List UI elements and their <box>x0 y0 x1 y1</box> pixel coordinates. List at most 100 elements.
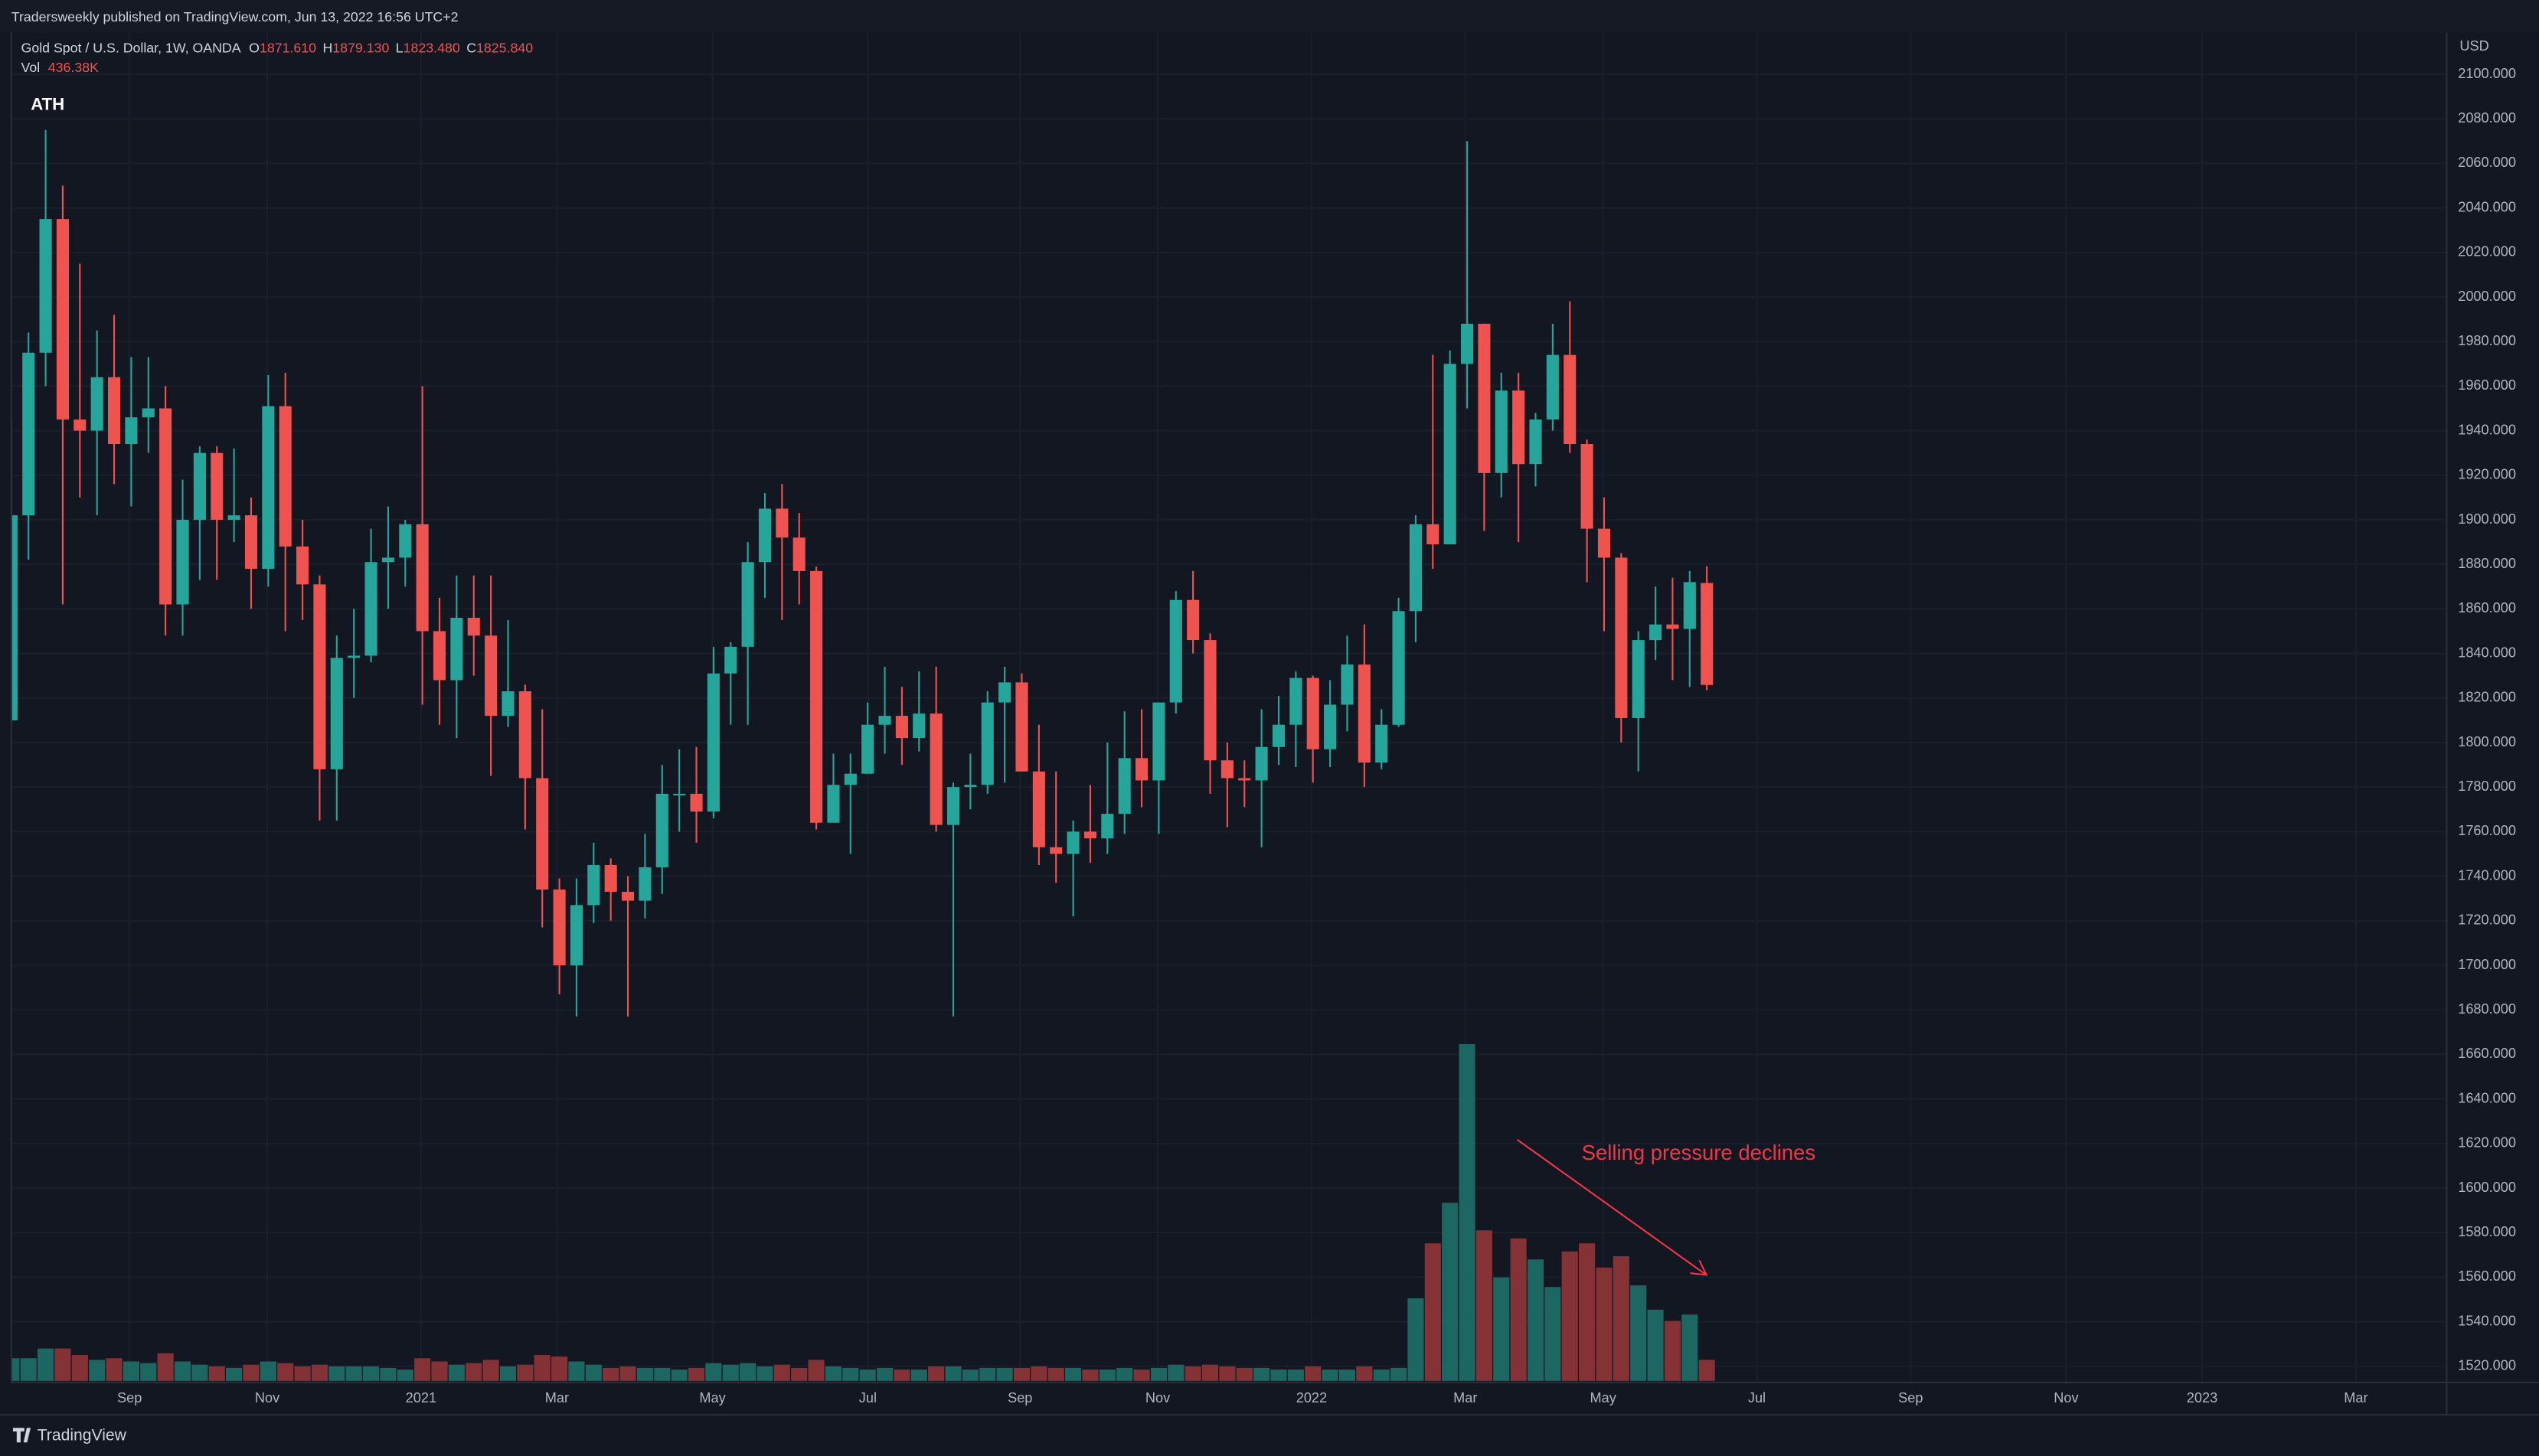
candle-body <box>1067 831 1080 854</box>
volume-bar <box>1065 1367 1082 1381</box>
volume-bar <box>740 1363 756 1381</box>
volume-bar <box>1219 1366 1236 1381</box>
candle-body <box>1443 364 1456 544</box>
y-tick-label: 1540.000 <box>2458 1313 2516 1328</box>
y-tick-label: 1700.000 <box>2458 957 2516 972</box>
y-tick-label: 1940.000 <box>2458 422 2516 437</box>
volume-bar <box>1475 1230 1492 1381</box>
candle-body <box>1118 758 1131 815</box>
volume-bar <box>517 1364 534 1381</box>
header-bar <box>0 0 2539 33</box>
candle-body <box>416 524 429 632</box>
volume-bar <box>363 1366 380 1381</box>
candle-body <box>433 631 446 681</box>
candle-body <box>776 508 789 538</box>
legend-value: 1871.610 <box>260 40 316 55</box>
volume-bar <box>431 1361 448 1381</box>
candle-body <box>1392 611 1405 725</box>
volume-bar <box>499 1366 517 1381</box>
candle-body <box>193 452 206 520</box>
y-tick-label: 1600.000 <box>2458 1180 2516 1195</box>
x-tick-label: Mar <box>545 1390 569 1405</box>
y-tick-label: 1560.000 <box>2458 1268 2516 1284</box>
logo-text: TradingView <box>38 1426 127 1444</box>
annotation-arrow <box>1516 1138 1705 1275</box>
volume-bar <box>20 1358 37 1381</box>
volume-bar <box>1287 1369 1304 1381</box>
candle-body <box>1495 390 1508 473</box>
x-tick-label: Nov <box>1145 1390 1171 1405</box>
y-tick-label: 1840.000 <box>2458 645 2516 660</box>
candle-body <box>1015 682 1028 772</box>
volume-bar <box>1613 1256 1629 1381</box>
volume-bar <box>945 1366 962 1381</box>
candle-body <box>244 515 258 570</box>
candle-body <box>1152 702 1165 781</box>
y-tick-label: 1760.000 <box>2458 823 2516 838</box>
candle-body <box>1512 390 1525 465</box>
volume-bar <box>226 1367 243 1381</box>
candle-body <box>1478 323 1491 473</box>
candle-body <box>1083 831 1097 839</box>
candle-body <box>998 682 1011 703</box>
legend-key: H <box>322 40 332 55</box>
legend-key: L <box>396 40 404 55</box>
legend-row: Gold Spot / U.S. Dollar, 1W, OANDA O1871.… <box>21 40 534 55</box>
candle-body <box>348 655 361 658</box>
candle-body <box>330 658 343 769</box>
volume-bar <box>1133 1369 1150 1381</box>
volume-bar <box>482 1360 499 1381</box>
candle-body <box>381 557 394 563</box>
candle-body <box>1632 640 1645 718</box>
candle-body <box>587 865 600 906</box>
y-tick-label: 1580.000 <box>2458 1224 2516 1239</box>
volume-bar <box>1561 1251 1578 1381</box>
candle-body <box>844 773 857 785</box>
volume-bar <box>1579 1243 1596 1381</box>
candle-body <box>296 546 309 585</box>
x-tick-label: May <box>699 1390 726 1405</box>
volume-bar <box>1168 1364 1185 1381</box>
candle-body <box>913 713 926 739</box>
volume-bar <box>705 1363 722 1381</box>
legend-value: 1825.840 <box>476 40 533 55</box>
annotation-text: Selling pressure declines <box>1582 1141 1816 1164</box>
volume-bar <box>1047 1367 1064 1381</box>
volume-bar <box>11 1358 20 1381</box>
grid <box>11 32 2447 1383</box>
y-tick-label: 1620.000 <box>2458 1135 2516 1151</box>
candle-body <box>1187 599 1200 641</box>
x-tick-label: Jul <box>859 1390 877 1405</box>
volume-legend: Vol 436.38K <box>21 60 100 75</box>
volume-bar <box>1527 1259 1544 1381</box>
candle-body <box>810 570 823 823</box>
volume-bar <box>1305 1366 1322 1381</box>
candle-body <box>1580 444 1593 529</box>
candle-body <box>930 713 943 825</box>
volume-bar <box>277 1363 294 1381</box>
y-tick-label: 1980.000 <box>2458 333 2516 348</box>
volume-bar <box>106 1358 123 1381</box>
volume-bar <box>1630 1285 1647 1381</box>
candle-body <box>724 646 737 674</box>
candle-body <box>399 524 412 558</box>
x-tick-label: 2023 <box>2187 1390 2217 1405</box>
x-tick-label: Sep <box>1008 1390 1032 1405</box>
candle-body <box>1341 664 1354 705</box>
candle-body <box>22 352 35 516</box>
volume-bar <box>1510 1238 1527 1381</box>
y-tick-label: 1880.000 <box>2458 556 2516 571</box>
x-tick-label: Mar <box>1453 1390 1477 1405</box>
y-tick-label: 1520.000 <box>2458 1358 2516 1373</box>
y-tick-label: 1680.000 <box>2458 1001 2516 1017</box>
candle-body <box>1136 758 1149 781</box>
y-tick-label: 1740.000 <box>2458 867 2516 883</box>
volume-bar <box>791 1367 808 1381</box>
y-tick-label: 1820.000 <box>2458 690 2516 705</box>
legend-title: Gold Spot / U.S. Dollar, 1W, OANDA <box>21 40 241 55</box>
annotation-ath: ATH <box>31 94 64 113</box>
candle-body <box>107 377 121 445</box>
volume-bar <box>1647 1309 1664 1381</box>
volume-bar <box>345 1366 362 1381</box>
